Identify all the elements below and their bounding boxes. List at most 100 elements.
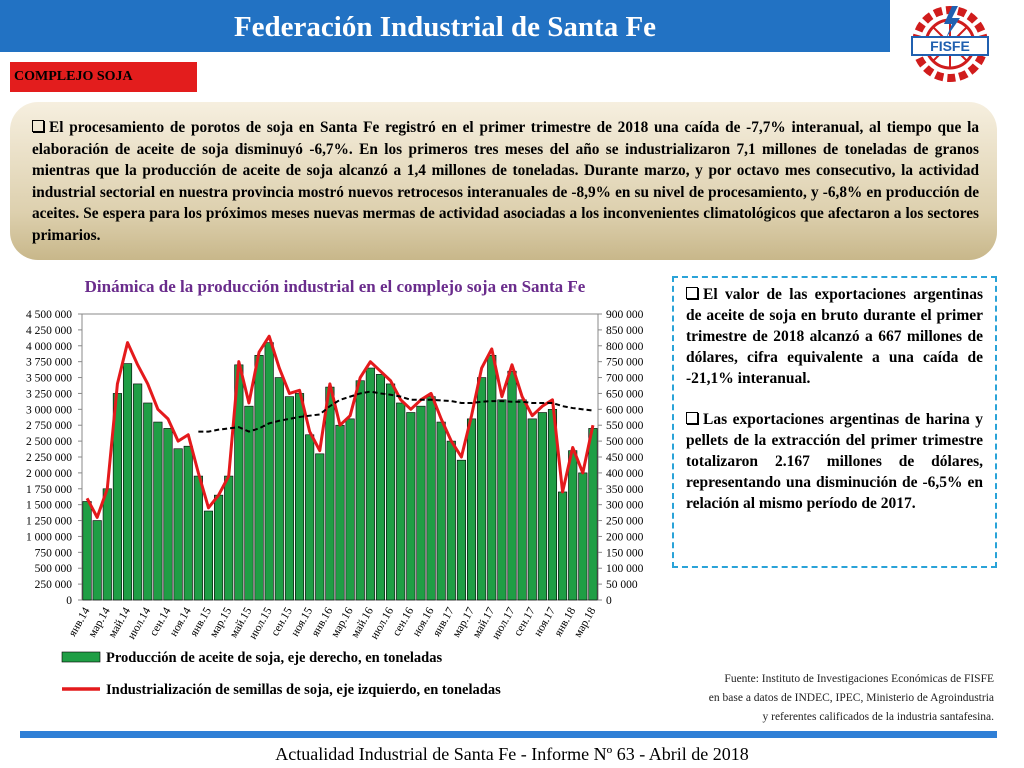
y2-tick-label: 650 000 (606, 388, 644, 400)
y2-tick-label: 150 000 (606, 547, 644, 559)
bar (224, 475, 234, 601)
chart-title: Dinámica de la producción industrial en … (85, 277, 586, 296)
logo-bolt (944, 6, 960, 38)
legend-label: Industrialización de semillas de soja, e… (106, 682, 501, 698)
bar (355, 380, 365, 601)
y2-tick-label: 100 000 (606, 563, 644, 575)
bar (487, 355, 497, 601)
y-tick-label: 3 750 000 (26, 357, 72, 369)
legend-swatch (61, 651, 101, 663)
bar (244, 405, 254, 601)
bar (527, 418, 537, 601)
y-tick-label: 2 500 000 (26, 436, 72, 448)
logo: FISFE (911, 6, 989, 82)
bar (477, 377, 487, 601)
bullet-box (686, 412, 698, 424)
source-line: y referentes calificados de la industria… (762, 711, 995, 723)
note: El valor de las exportaciones argentinas… (686, 284, 983, 389)
bar (325, 386, 335, 601)
note-text: Las exportaciones argentinas de harina y… (686, 411, 983, 512)
y2-tick-label: 550 000 (606, 420, 644, 432)
y-tick-label: 250 000 (35, 579, 73, 591)
bar (456, 459, 466, 601)
bullet-box (32, 120, 44, 132)
bar (568, 450, 578, 601)
bar (92, 520, 102, 601)
bar (335, 424, 345, 601)
bar (102, 488, 112, 601)
bullet-box (686, 287, 698, 299)
legend-label: Producción de aceite de soja, eje derech… (106, 650, 442, 666)
y-tick-label: 1 000 000 (26, 531, 72, 543)
bar (153, 421, 163, 601)
y-tick-label: 3 000 000 (26, 404, 72, 416)
y2-tick-label: 350 000 (606, 484, 644, 496)
bar (466, 418, 477, 601)
bar (214, 494, 224, 601)
bar (375, 374, 386, 601)
y-tick-label: 1 500 000 (26, 500, 72, 512)
y-tick-label: 4 500 000 (26, 309, 72, 321)
y-tick-label: 2 000 000 (26, 468, 72, 480)
bar (274, 377, 284, 601)
y-tick-label: 2 250 000 (26, 452, 72, 464)
footer-rule (20, 731, 997, 738)
bar (426, 396, 436, 601)
bar (294, 393, 305, 601)
bar (305, 434, 315, 601)
y-tick-label: 1 250 000 (26, 516, 72, 528)
notes-box: El valor de las exportaciones argentinas… (672, 276, 997, 568)
bar (143, 402, 153, 601)
y2-tick-label: 250 000 (606, 516, 644, 528)
bar (507, 370, 517, 601)
y-tick-label: 2 750 000 (26, 420, 72, 432)
y-tick-label: 500 000 (35, 563, 73, 575)
bar (578, 472, 588, 601)
source: Fuente: Instituto de Investigaciones Eco… (709, 670, 994, 727)
bar (183, 445, 193, 601)
y2-tick-label: 800 000 (606, 341, 644, 353)
line (85, 334, 595, 519)
bar (365, 367, 375, 601)
y2-tick-label: 450 000 (606, 452, 644, 464)
footer: Actualidad Industrial de Santa Fe - Info… (275, 744, 749, 764)
header-title: Federación Industrial de Santa Fe (0, 0, 890, 52)
summary-text: El procesamiento de porotos de soja en S… (32, 119, 979, 244)
bar (517, 399, 527, 601)
bar (537, 412, 547, 601)
bar (193, 475, 203, 601)
note: Las exportaciones argentinas de harina y… (686, 409, 983, 514)
y2-tick-label: 850 000 (606, 325, 644, 337)
y2-tick-label: 0 (606, 595, 612, 607)
y-tick-label: 4 000 000 (26, 341, 72, 353)
bar (133, 383, 143, 601)
bar (446, 440, 456, 601)
y-tick-label: 1 750 000 (26, 484, 72, 496)
bar (122, 363, 133, 601)
summary-box: El procesamiento de porotos de soja en S… (10, 102, 997, 260)
bar (264, 342, 274, 601)
note-text: El valor de las exportaciones argentinas… (686, 286, 983, 387)
bar (254, 355, 264, 601)
bar (284, 396, 294, 601)
y-tick-label: 0 (66, 595, 72, 607)
y2-tick-label: 750 000 (606, 357, 644, 369)
bar (558, 491, 568, 601)
y2-tick-label: 600 000 (606, 404, 644, 416)
bar (436, 421, 446, 601)
bar (345, 418, 355, 601)
y2-tick-label: 200 000 (606, 531, 644, 543)
y-tick-label: 750 000 (35, 547, 73, 559)
y2-tick-label: 900 000 (606, 309, 644, 321)
bar (203, 510, 214, 601)
source-line: Fuente: Instituto de Investigaciones Eco… (724, 673, 994, 685)
bar (173, 448, 183, 601)
y2-tick-label: 300 000 (606, 500, 644, 512)
bar (396, 402, 406, 601)
y2-tick-label: 50 000 (606, 579, 638, 591)
bar (82, 501, 92, 601)
bar (315, 453, 325, 601)
y-tick-label: 3 500 000 (26, 373, 72, 385)
bar (386, 383, 396, 601)
